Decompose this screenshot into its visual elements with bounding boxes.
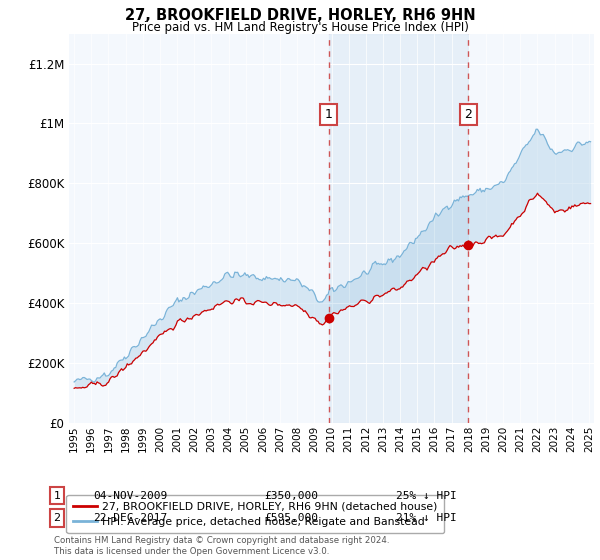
Text: 22-DEC-2017: 22-DEC-2017 [93,513,167,523]
Text: Price paid vs. HM Land Registry's House Price Index (HPI): Price paid vs. HM Land Registry's House … [131,21,469,34]
Text: £350,000: £350,000 [264,491,318,501]
Text: 27, BROOKFIELD DRIVE, HORLEY, RH6 9HN: 27, BROOKFIELD DRIVE, HORLEY, RH6 9HN [125,8,475,24]
Text: 21% ↓ HPI: 21% ↓ HPI [396,513,457,523]
Text: 2: 2 [53,513,61,523]
Text: 1: 1 [325,108,332,121]
Legend: 27, BROOKFIELD DRIVE, HORLEY, RH6 9HN (detached house), HPI: Average price, deta: 27, BROOKFIELD DRIVE, HORLEY, RH6 9HN (d… [67,495,444,533]
Text: 2: 2 [464,108,472,121]
Bar [329,34,468,423]
Text: £595,000: £595,000 [264,513,318,523]
Text: Contains HM Land Registry data © Crown copyright and database right 2024.
This d: Contains HM Land Registry data © Crown c… [54,536,389,556]
Text: 04-NOV-2009: 04-NOV-2009 [93,491,167,501]
Text: 25% ↓ HPI: 25% ↓ HPI [396,491,457,501]
Text: 1: 1 [53,491,61,501]
